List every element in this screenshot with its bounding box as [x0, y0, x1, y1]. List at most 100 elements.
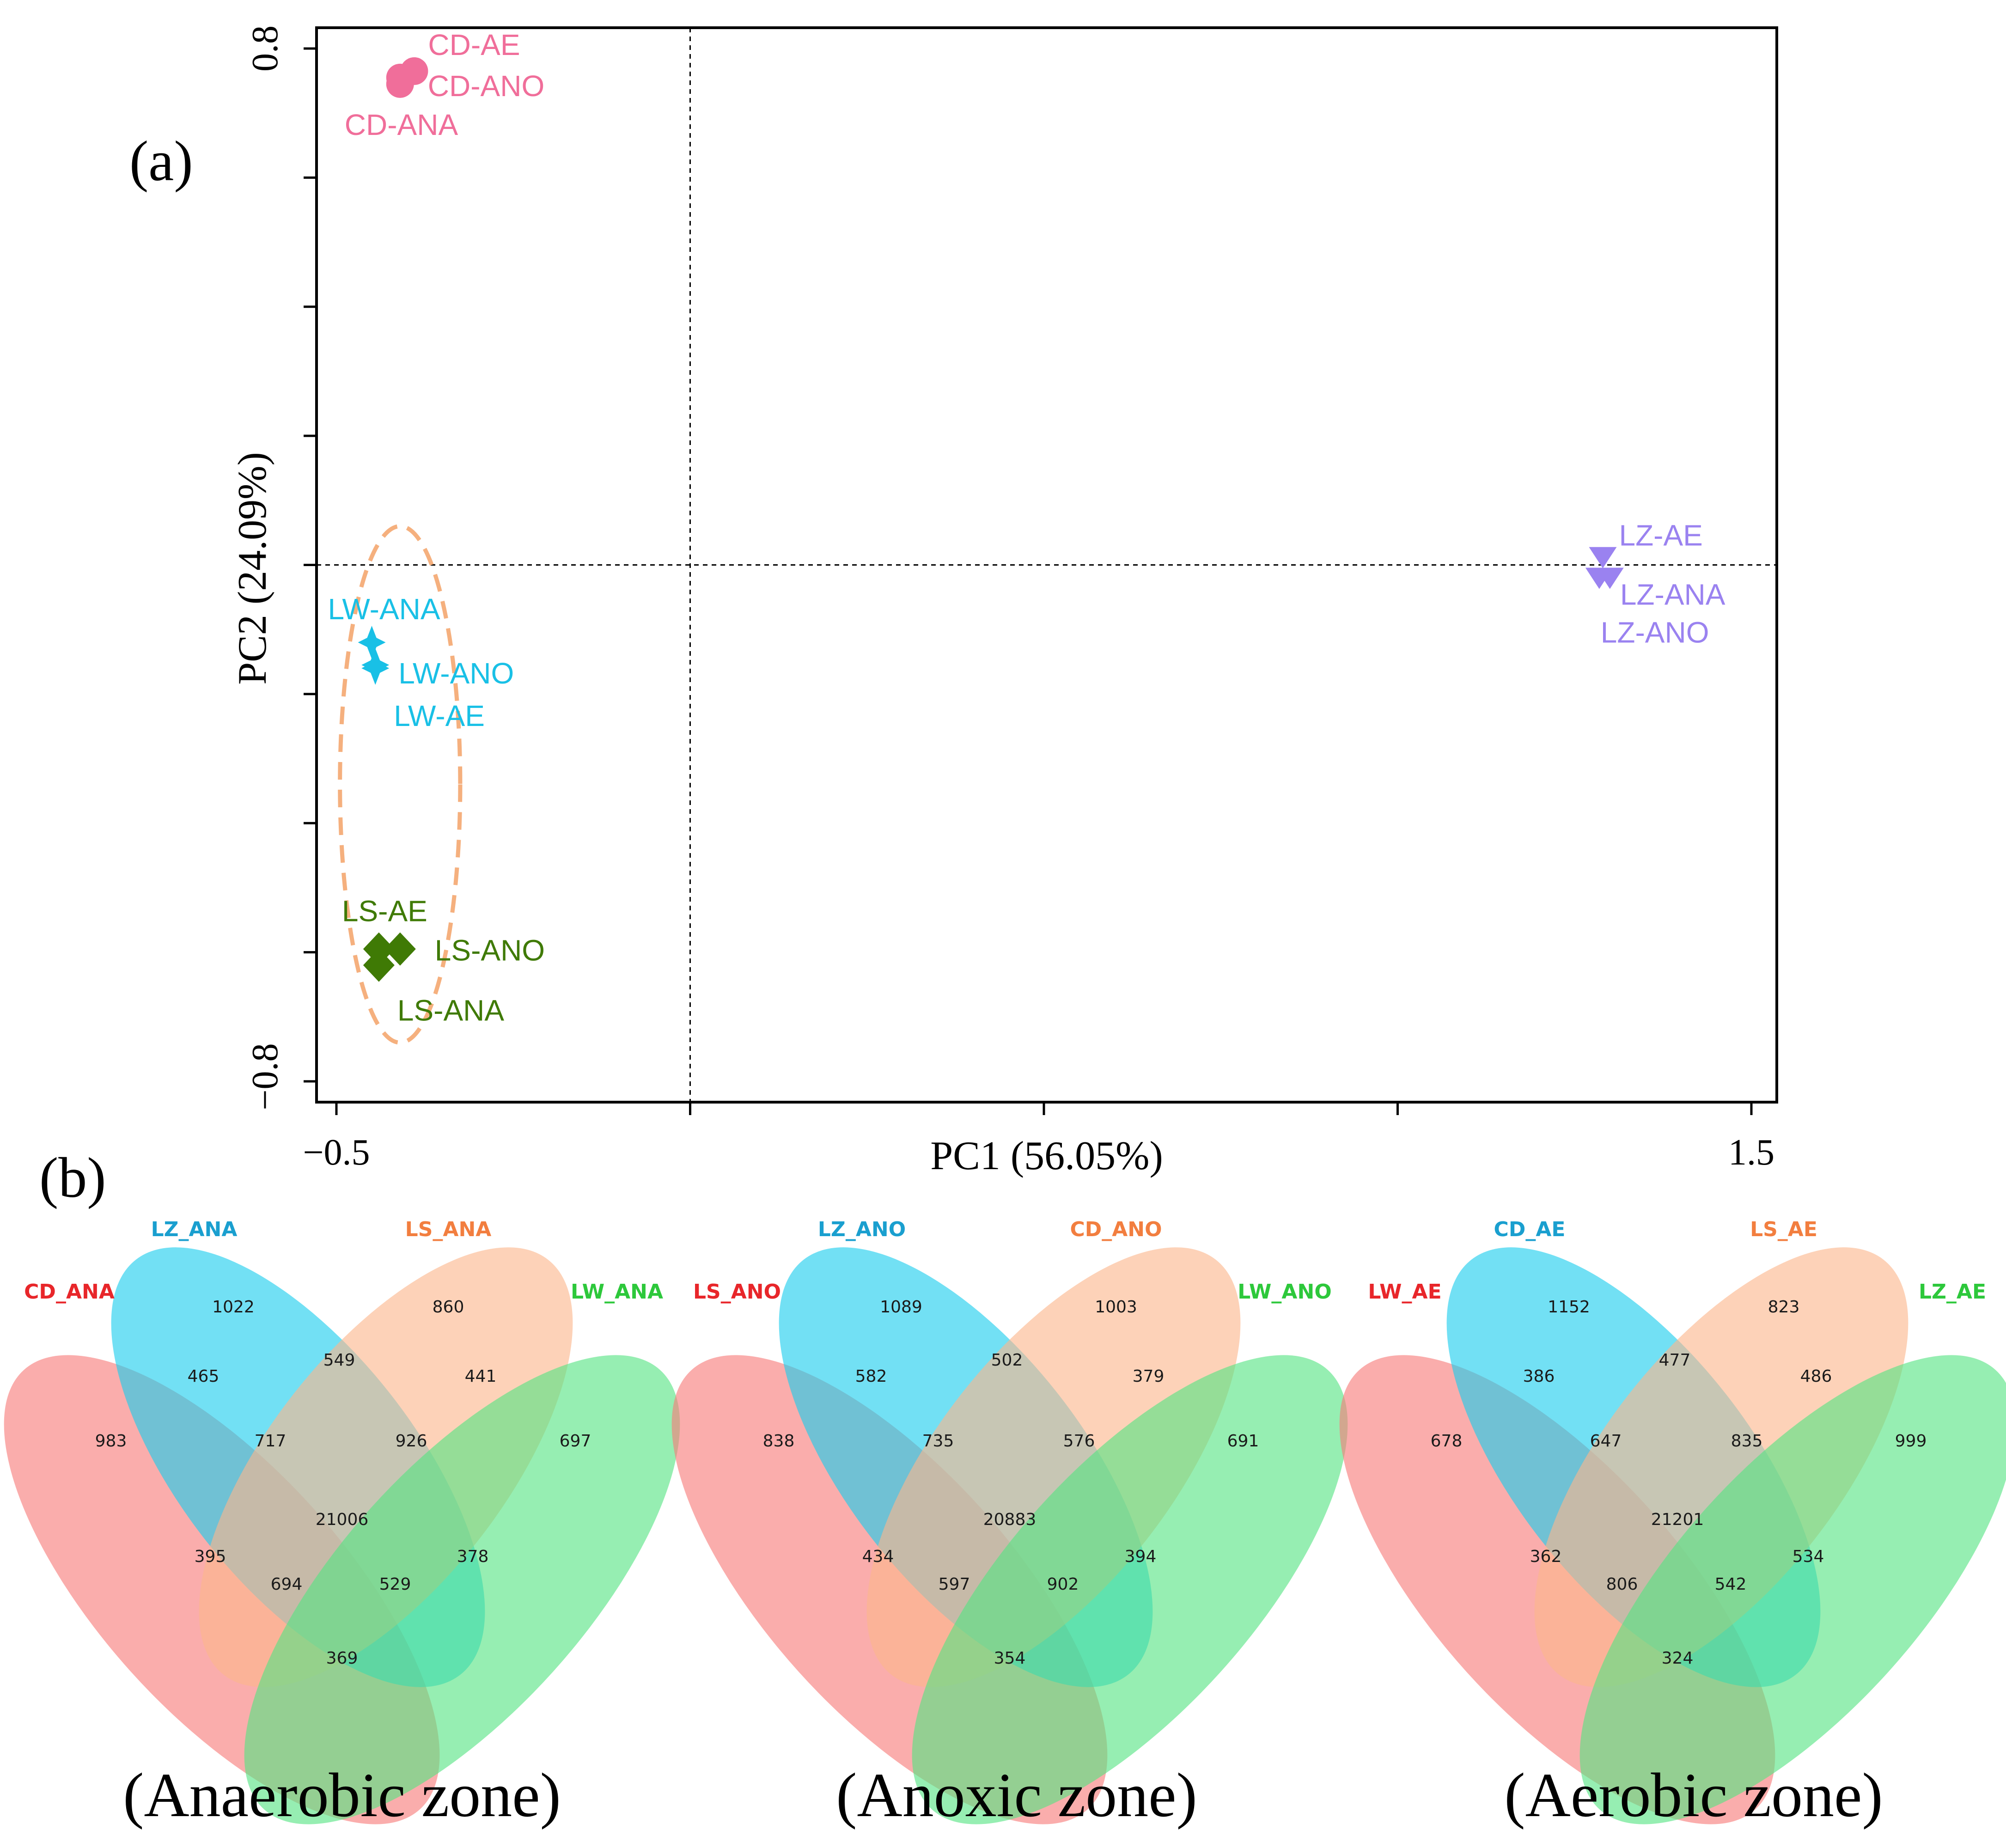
venn-set-label-lw-ana: LW_ANA [571, 1280, 663, 1304]
pca-plot: (a) CD-AE CD-ANO CD-ANA LW-ANA LW-ANO LW-AE LS… [129, 25, 1778, 1178]
venn-region-count-d: 999 [1895, 1432, 1927, 1451]
venn-region-count-d: 691 [1227, 1432, 1259, 1451]
venn-region-count-d: 697 [560, 1432, 591, 1451]
point-label-ls-ae: LS-AE [342, 895, 427, 928]
venn-region-count-bc: 502 [991, 1351, 1023, 1370]
venn-set-ellipse-cd-ano [866, 1247, 1241, 1687]
venn-region-count-ac: 434 [862, 1547, 894, 1566]
venn-region-count-ab: 386 [1523, 1367, 1555, 1386]
point-labels: CD-AECD-ANOCD-ANALW-ANALW-ANOLW-AELS-AEL… [328, 28, 1726, 1027]
venn-anaerobic: CD_ANA LZ_ANA LS_ANA LW_ANA 983 1022 860 697 465… [4, 1218, 680, 1824]
venn-region-count-ac: 362 [1530, 1547, 1562, 1566]
venn-region-count-ad: 324 [1662, 1649, 1694, 1668]
venn-region-count-abd: 542 [1715, 1575, 1747, 1594]
venn-region-count-bcd: 926 [396, 1432, 427, 1451]
venn-set-ellipse-lz-ae [1579, 1355, 2006, 1824]
point-label-ls-ano: LS-ANO [435, 934, 545, 967]
venn-region-count-abc: 735 [922, 1432, 954, 1451]
point-cd-ana [386, 70, 414, 98]
venn-region-count-bd: 534 [1793, 1547, 1824, 1566]
venn-region-count-b: 1152 [1548, 1298, 1590, 1317]
venn-set-label-ls-ana: LS_ANA [405, 1218, 492, 1241]
venn-region-count-abcd: 21006 [316, 1510, 369, 1529]
venn-region-count-acd: 597 [939, 1575, 970, 1594]
venn-region-count-ad: 354 [994, 1649, 1026, 1668]
venn-region-count-bcd: 576 [1063, 1432, 1095, 1451]
venn-set-ellipse-ls-ana [199, 1247, 573, 1687]
x-axis-title: PC1 (56.05%) [930, 1134, 1163, 1178]
point-label-lz-ano: LZ-ANO [1601, 616, 1709, 649]
venn-region-count-a: 678 [1431, 1432, 1463, 1451]
point-label-lw-ae: LW-AE [394, 699, 485, 732]
venn-set-ellipse-ls-ae [1534, 1247, 1908, 1687]
point-label-lw-ano: LW-ANO [398, 657, 514, 690]
venn-set-label-ls-ae: LS_AE [1750, 1218, 1817, 1241]
venn-region-count-ad: 369 [326, 1649, 358, 1668]
venn-region-count-bc: 549 [323, 1351, 355, 1370]
venn-region-count-cd: 379 [1133, 1367, 1165, 1386]
point-lw-ae [361, 652, 390, 685]
panel-label-a: (a) [129, 129, 193, 193]
venn-aerobic: LW_AE CD_AE LS_AE LZ_AE 678 1152 823 999 386 477 4… [1339, 1218, 2006, 1824]
venn-region-count-ac: 395 [195, 1547, 226, 1566]
point-label-lw-ana: LW-ANA [328, 592, 440, 626]
point-ls-ana [363, 948, 395, 982]
y-tick-label-max: 0.8 [245, 25, 286, 72]
point-label-cd-ae: CD-AE [428, 28, 520, 61]
venn-set-label-lz-ana: LZ_ANA [151, 1218, 238, 1241]
venn-region-count-abd: 529 [379, 1575, 411, 1594]
point-label-ls-ana: LS-ANA [397, 994, 505, 1027]
venn-region-count-cd: 441 [465, 1367, 497, 1386]
x-tick-label-max: 1.5 [1728, 1132, 1774, 1173]
x-tick-label-min: −0.5 [303, 1132, 370, 1173]
venn-region-count-cd: 486 [1800, 1367, 1832, 1386]
venn-region-count-b: 1022 [212, 1298, 255, 1317]
venn-region-count-a: 983 [95, 1432, 127, 1451]
venn-region-count-abc: 647 [1590, 1432, 1622, 1451]
venn-set-label-lw-ae: LW_AE [1368, 1280, 1441, 1304]
venn-region-count-c: 860 [433, 1298, 464, 1317]
venn-set-label-cd-ano: CD_ANO [1070, 1218, 1162, 1241]
venn-set-ellipse-lw-ana [244, 1355, 680, 1824]
venn-region-count-c: 823 [1768, 1298, 1800, 1317]
venn-region-count-ab: 582 [855, 1367, 887, 1386]
point-label-cd-ano: CD-ANO [428, 69, 544, 103]
venn-region-count-acd: 806 [1606, 1575, 1638, 1594]
venn-set-label-lw-ano: LW_ANO [1238, 1280, 1331, 1304]
venn-set-ellipse-lw-ano [912, 1355, 1348, 1824]
venn-region-count-bd: 394 [1125, 1547, 1157, 1566]
point-label-cd-ana: CD-ANA [345, 108, 458, 141]
venn-region-count-abcd: 20883 [983, 1510, 1037, 1529]
point-label-lz-ae: LZ-AE [1619, 519, 1702, 552]
caption-anoxic: (Anoxic zone) [836, 1761, 1197, 1830]
venn-region-count-bc: 477 [1659, 1351, 1691, 1370]
point-ls-ano [384, 932, 416, 966]
venn-region-count-acd: 694 [271, 1575, 303, 1594]
venn-region-count-bd: 378 [457, 1547, 489, 1566]
venn-region-count-abcd: 21201 [1651, 1510, 1704, 1529]
point-label-lz-ana: LZ-ANA [1620, 578, 1726, 611]
axis-ticks [304, 47, 1753, 1115]
y-axis-title: PC2 (24.09%) [230, 452, 275, 685]
point-lw-ana [358, 626, 386, 659]
data-points [358, 57, 1624, 982]
caption-anaerobic: (Anaerobic zone) [123, 1761, 561, 1830]
venn-region-count-ab: 465 [188, 1367, 220, 1386]
venn-set-label-lz-ano: LZ_ANO [818, 1218, 906, 1241]
venn-region-count-abd: 902 [1047, 1575, 1079, 1594]
reference-lines [317, 28, 1777, 1102]
venn-set-label-ls-ano: LS_ANO [693, 1280, 781, 1304]
venn-region-count-b: 1089 [880, 1298, 922, 1317]
venn-region-count-a: 838 [763, 1432, 795, 1451]
venn-region-count-bcd: 835 [1731, 1432, 1763, 1451]
cluster-ellipse [338, 524, 463, 1045]
venn-region-count-c: 1003 [1095, 1298, 1137, 1317]
venn-region-count-abc: 717 [255, 1432, 287, 1451]
cluster-ellipse-shape [338, 524, 463, 1045]
caption-aerobic: (Aerobic zone) [1504, 1761, 1883, 1830]
panel-label-b: (b) [39, 1146, 106, 1209]
venn-set-label-cd-ana: CD_ANA [24, 1280, 115, 1304]
venn-set-label-lz-ae: LZ_AE [1919, 1280, 1986, 1304]
venn-anoxic: LS_ANO LZ_ANO CD_ANO LW_ANO 838 1089 1003 691 58… [671, 1218, 1348, 1824]
